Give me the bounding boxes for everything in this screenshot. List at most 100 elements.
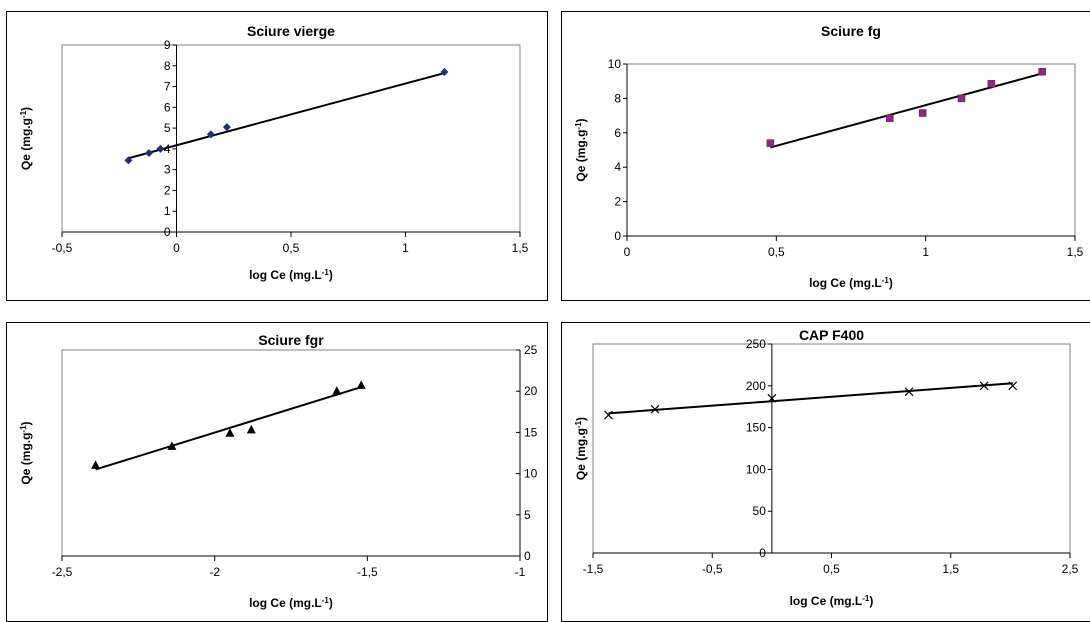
y-tick-label: 0	[164, 225, 171, 239]
x-tick-label: 0,5	[283, 241, 300, 255]
y-axis-label-sup: -1	[19, 425, 28, 433]
data-point	[145, 149, 154, 158]
y-tick-label: 1	[164, 204, 171, 218]
y-tick-label: 7	[164, 80, 171, 94]
y-tick-label: 250	[746, 337, 766, 351]
x-axis-label-sup: -1	[862, 594, 870, 603]
plot-area	[61, 44, 521, 233]
x-tick-label: -1	[515, 565, 526, 579]
chart-title: Sciure fgr	[258, 332, 324, 348]
y-tick-label: 0	[614, 229, 621, 243]
x-tick-label: -0,5	[702, 562, 723, 576]
data-point	[957, 94, 966, 103]
data-point	[206, 130, 215, 139]
chart-title: Sciure fg	[821, 23, 881, 39]
data-point	[604, 410, 613, 420]
chart-panel-2	[561, 11, 1090, 301]
x-tick-label: 2,5	[1062, 562, 1079, 576]
y-tick-label: 2	[614, 195, 621, 209]
data-point	[904, 387, 914, 397]
trendline	[95, 386, 362, 471]
x-tick-label: 1,5	[512, 241, 529, 255]
data-point	[124, 156, 133, 165]
y-axis-label: Qe (mg.g-1)	[574, 118, 589, 181]
y-tick-label: 9	[164, 38, 171, 52]
x-tick-label: -0,5	[52, 241, 73, 255]
data-point	[650, 404, 660, 414]
y-axis-label: Qe (mg.g-1)	[19, 421, 34, 484]
y-tick-label: 200	[746, 379, 766, 393]
chart-2: 0 0,5 1 1,5 0 2 4 6 8 10 Sciure fg log Ce (mg.L-1) Q…	[574, 23, 1084, 290]
data-point	[222, 123, 231, 132]
data-point	[356, 380, 366, 389]
data-point-stroke	[1008, 381, 1018, 391]
data-point	[766, 139, 775, 147]
y-axis-label: Qe (mg.g-1)	[19, 107, 34, 170]
y-axis-label-sup: -1	[574, 420, 583, 428]
y-tick-label: 100	[746, 462, 766, 476]
plot-area	[626, 63, 1076, 237]
x-tick-label: 1	[922, 245, 929, 259]
chart-panel-1	[6, 11, 548, 301]
x-tick-label: 0	[624, 245, 631, 259]
y-tick-label: 10	[608, 57, 622, 71]
data-point-stroke	[767, 393, 777, 403]
data-point	[91, 460, 101, 469]
data-point	[156, 144, 165, 153]
trendline	[608, 382, 1013, 415]
y-tick-label: 25	[524, 343, 538, 357]
chart-title: Sciure vierge	[247, 23, 335, 39]
data-point	[440, 68, 449, 77]
chart-panel-3	[6, 322, 548, 622]
data-point	[1008, 381, 1018, 391]
x-axis-label: log Ce (mg.L-1)	[809, 276, 893, 291]
chart-3: -2,5 -2 -1,5 -1 0 5 10 15 20 25 Sciure fgr log Ce (…	[19, 332, 538, 610]
data-point	[167, 441, 177, 450]
y-tick-label: 8	[164, 59, 171, 73]
y-axis-label: Qe (mg.g-1)	[574, 417, 589, 480]
y-tick-label: 8	[614, 91, 621, 105]
trendline	[128, 72, 445, 160]
x-tick-label: 1,5	[942, 562, 959, 576]
data-point-stroke	[604, 410, 613, 420]
y-tick-label: 6	[164, 100, 171, 114]
y-tick-label: 3	[164, 163, 171, 177]
plot-area	[61, 349, 521, 557]
data-point	[918, 109, 927, 117]
x-tick-label: 0,5	[768, 245, 785, 259]
x-tick-label: 0,5	[823, 562, 840, 576]
data-point	[332, 386, 342, 395]
x-tick-label: -1,5	[583, 562, 604, 576]
plot-area	[592, 343, 1071, 554]
y-tick-label: 5	[164, 121, 171, 135]
data-point	[767, 393, 777, 403]
x-tick-label: -2	[209, 565, 220, 579]
x-axis-label: log Ce (mg.L-1)	[790, 594, 874, 609]
x-tick-label: 1	[402, 241, 409, 255]
data-point	[1038, 67, 1046, 76]
y-tick-label: 20	[524, 384, 538, 398]
y-tick-label: 2	[164, 183, 171, 197]
y-tick-label: 0	[759, 546, 766, 560]
x-tick-label: -2,5	[52, 565, 73, 579]
data-point	[225, 428, 235, 437]
y-tick-label: 0	[524, 549, 531, 563]
data-point	[979, 381, 989, 391]
x-tick-label: 0	[173, 241, 180, 255]
trendline	[770, 72, 1043, 149]
data-point-stroke	[650, 404, 660, 414]
data-point	[987, 80, 996, 88]
y-axis-label-sup: -1	[574, 122, 583, 130]
x-axis-label: log Ce (mg.L-1)	[249, 268, 333, 283]
data-point	[886, 114, 894, 122]
y-tick-label: 50	[753, 504, 767, 518]
y-tick-label: 4	[614, 160, 621, 174]
x-axis-label-sup: -1	[322, 596, 330, 605]
y-tick-label: 5	[524, 508, 531, 522]
x-axis-label: log Ce (mg.L-1)	[249, 596, 333, 611]
data-point	[246, 424, 256, 434]
x-axis-label-sup: -1	[882, 276, 890, 285]
data-point-stroke	[904, 387, 914, 397]
x-tick-label: 1,5	[1067, 245, 1084, 259]
